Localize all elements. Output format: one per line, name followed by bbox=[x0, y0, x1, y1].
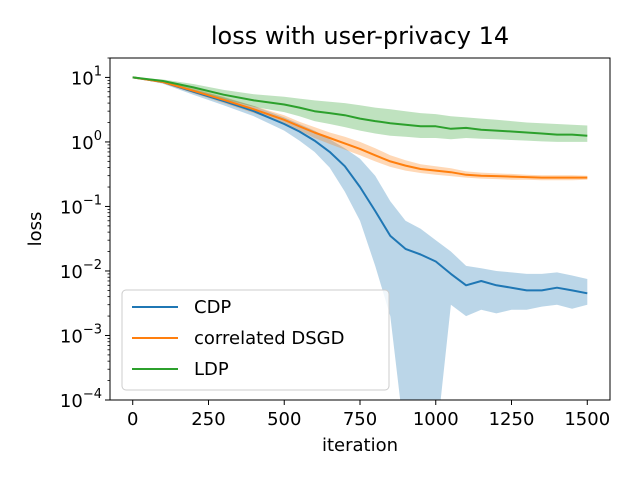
legend-label: CDP bbox=[194, 297, 231, 318]
y-tick-label: 10−1 bbox=[60, 193, 102, 218]
line-ldp bbox=[132, 76, 588, 137]
chart-title: loss with user-privacy 14 bbox=[211, 22, 509, 50]
y-tick-label: 100 bbox=[71, 129, 102, 154]
band-ldp bbox=[132, 77, 588, 142]
legend: CDP correlated DSGD LDP bbox=[121, 289, 390, 391]
line-correlated-dsgd bbox=[132, 76, 588, 179]
x-tick-label: 1250 bbox=[489, 409, 535, 430]
series-lines bbox=[132, 76, 588, 295]
x-axis-label: iteration bbox=[322, 435, 398, 456]
legend-box bbox=[121, 289, 390, 391]
x-tick-label: 0 bbox=[127, 409, 138, 430]
y-tick-label: 10−4 bbox=[60, 387, 102, 412]
y-tick-label: 101 bbox=[71, 64, 102, 89]
x-axis-ticks: 0 250 500 750 1000 1250 1500 bbox=[127, 400, 610, 430]
y-tick-label: 10−2 bbox=[60, 258, 102, 283]
x-tick-label: 750 bbox=[343, 409, 377, 430]
x-tick-label: 500 bbox=[267, 409, 301, 430]
x-tick-label: 1000 bbox=[413, 409, 459, 430]
legend-label: LDP bbox=[194, 359, 229, 380]
x-tick-label: 250 bbox=[191, 409, 225, 430]
x-tick-label: 1500 bbox=[564, 409, 610, 430]
legend-label: correlated DSGD bbox=[194, 328, 344, 349]
line-cdp bbox=[132, 76, 588, 295]
y-axis-ticks: 10−4 10−3 10−2 10−1 100 101 bbox=[60, 57, 110, 412]
y-tick-label: 10−3 bbox=[60, 322, 102, 347]
y-axis-label: loss bbox=[25, 212, 46, 247]
